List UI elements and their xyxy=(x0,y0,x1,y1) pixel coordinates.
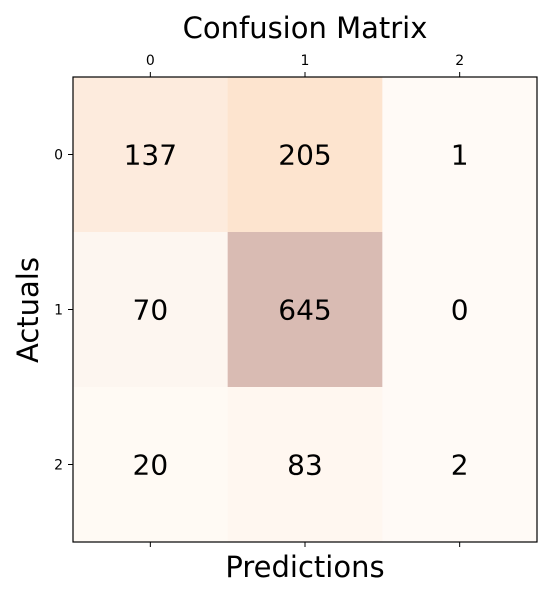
x-axis-label: Predictions xyxy=(225,550,384,584)
x-axis-ticks: 0 1 2 xyxy=(146,53,464,547)
x-tick-label-1: 1 xyxy=(301,53,310,69)
cell-value-2-0: 20 xyxy=(133,449,169,482)
cell-value-1-2: 0 xyxy=(451,294,469,327)
heatmap-cell-2-1 xyxy=(227,387,383,543)
heatmap-cell-2-2 xyxy=(382,387,538,543)
heatmap-cell-2-0 xyxy=(73,387,229,543)
y-axis-label: Actuals xyxy=(11,257,45,363)
heatmap-cell-1-2 xyxy=(382,232,538,388)
cell-value-2-1: 83 xyxy=(287,449,323,482)
heatmap-cell-labels: 137 205 1 70 645 0 20 83 2 xyxy=(124,139,469,482)
cell-value-1-1: 645 xyxy=(278,294,331,327)
x-tick-label-0: 0 xyxy=(146,53,155,69)
heatmap-cell-0-0 xyxy=(73,77,229,233)
cell-value-1-0: 70 xyxy=(133,294,169,327)
x-tick-label-2: 2 xyxy=(455,53,464,69)
cell-value-0-1: 205 xyxy=(278,139,331,172)
heatmap-cell-0-2 xyxy=(382,77,538,233)
y-tick-label-0: 0 xyxy=(54,148,63,164)
cell-value-0-0: 137 xyxy=(124,139,177,172)
cell-value-2-2: 2 xyxy=(451,449,469,482)
heatmap-cells xyxy=(73,77,538,543)
heatmap-cell-1-0 xyxy=(73,232,229,388)
heatmap-cell-0-1 xyxy=(227,77,383,233)
cell-value-0-2: 1 xyxy=(451,139,469,172)
chart-title: Confusion Matrix xyxy=(183,11,428,45)
y-tick-label-2: 2 xyxy=(54,458,63,474)
y-tick-label-1: 1 xyxy=(54,303,63,319)
heatmap-cell-1-1 xyxy=(227,232,383,388)
y-axis-ticks: 0 1 2 xyxy=(54,148,73,474)
